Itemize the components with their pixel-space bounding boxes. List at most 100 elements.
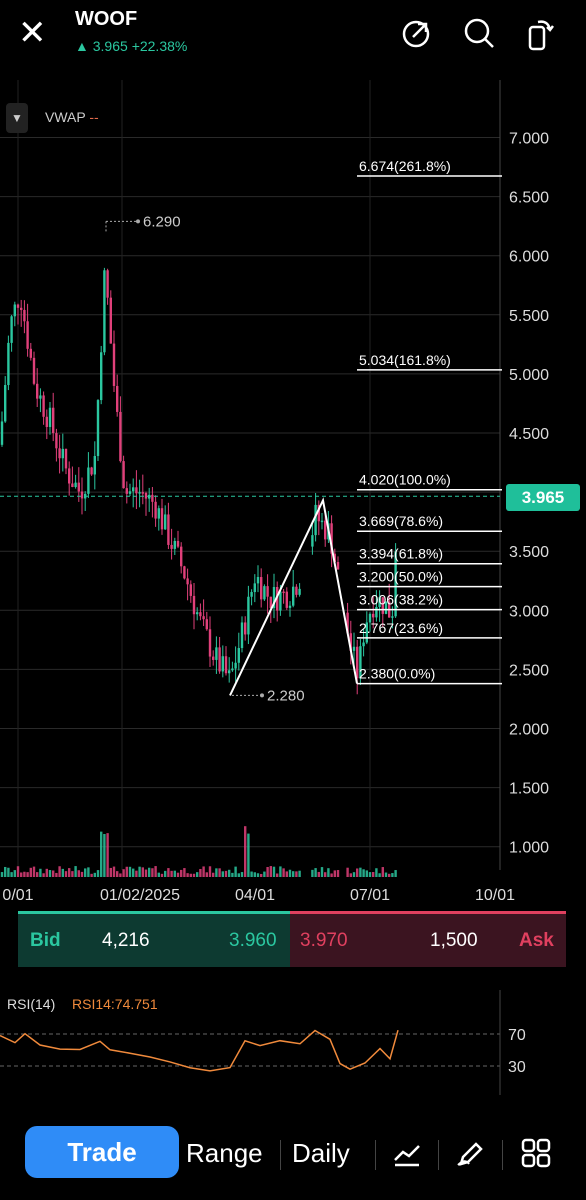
candle-body	[320, 520, 324, 523]
candle-body	[250, 592, 253, 597]
ask-panel[interactable]: 3.970 1,500 Ask	[290, 911, 566, 967]
volume-bar	[202, 866, 205, 877]
candle-body	[32, 357, 36, 384]
candle-body	[276, 587, 279, 611]
price-tick: 2.000	[509, 722, 549, 739]
trade-button[interactable]: Trade	[25, 1126, 179, 1178]
share-icon[interactable]	[396, 14, 436, 54]
volume-bar	[224, 870, 228, 877]
volume-bar	[90, 873, 93, 877]
indicator-dropdown[interactable]: ▼	[6, 103, 28, 133]
volume-bar	[375, 868, 378, 877]
volume-bar	[352, 872, 356, 877]
daily-button[interactable]: Daily	[292, 1138, 350, 1168]
volume-bar	[192, 873, 196, 877]
time-tick: 01/02/2025	[100, 887, 180, 904]
candle-body	[272, 587, 276, 609]
volume-bar	[240, 872, 244, 877]
volume-bar	[144, 869, 148, 877]
volume-bar	[221, 871, 224, 877]
volume-bar	[362, 869, 365, 877]
pen-icon[interactable]	[455, 1138, 485, 1168]
volume-bar	[317, 871, 320, 877]
volume-bar	[244, 826, 247, 877]
volume-bar	[212, 872, 215, 877]
candle-body	[112, 343, 116, 386]
candle-body	[52, 407, 55, 434]
grid-icon[interactable]	[520, 1137, 552, 1169]
candle-body	[48, 407, 52, 427]
volume-bar	[356, 868, 359, 877]
draw-trend-icon[interactable]	[392, 1138, 422, 1168]
volume-bar	[122, 869, 125, 877]
volume-bar	[378, 873, 381, 877]
volume-bar	[314, 868, 317, 877]
volume-bar	[13, 870, 16, 877]
header-price: 3.965	[92, 38, 128, 54]
volume-bar	[368, 872, 372, 877]
volume-bar	[10, 872, 13, 877]
close-icon[interactable]: ✕	[18, 14, 47, 52]
candle-body	[74, 482, 77, 488]
candle-body	[317, 504, 320, 522]
candle-body	[215, 647, 218, 660]
range-button[interactable]: Range	[186, 1138, 263, 1168]
candle-body	[13, 304, 16, 317]
candle-body	[263, 586, 266, 600]
volume-bar	[196, 872, 199, 877]
volume-bar	[74, 866, 77, 877]
candle-body	[36, 383, 39, 399]
volume-bar	[55, 872, 58, 877]
rsi-value: RSI14:74.751	[72, 996, 158, 1012]
search-icon[interactable]	[460, 14, 500, 54]
vwap-name: VWAP	[45, 109, 86, 125]
volume-bar	[64, 871, 68, 877]
volume-bar	[359, 867, 362, 877]
time-tick: 0/01	[2, 887, 33, 904]
candle-body	[288, 605, 292, 608]
volume-bar	[141, 867, 144, 877]
candle-body	[256, 577, 260, 584]
volume-bar	[0, 872, 4, 877]
candle-body	[208, 629, 212, 657]
candle-body	[279, 591, 282, 611]
volume-bar	[183, 868, 186, 877]
volume-bar	[330, 873, 333, 877]
rsi-chart[interactable]: 70 30	[0, 990, 586, 1100]
volume-bar	[263, 871, 266, 877]
volume-bar	[23, 871, 26, 877]
volume-bar	[93, 872, 96, 877]
separator	[375, 1140, 376, 1170]
candle-body	[365, 622, 368, 643]
candle-body	[391, 616, 394, 618]
candle-body	[173, 540, 176, 549]
volume-bar	[282, 868, 285, 877]
rsi-line	[0, 1029, 399, 1072]
volume-bar	[269, 866, 272, 877]
candle-body	[378, 597, 381, 607]
candle-body	[103, 270, 106, 353]
bid-panel[interactable]: Bid 4,216 3.960	[18, 911, 290, 967]
candle-body	[23, 309, 26, 322]
bid-ask-bar[interactable]: Bid 4,216 3.960 3.970 1,500 Ask	[18, 911, 566, 967]
volume-bar	[52, 870, 55, 877]
volume-bar	[285, 871, 288, 877]
candle-body	[356, 646, 359, 679]
price-chart[interactable]: 7.0006.5006.0005.5005.0004.5004.0003.500…	[0, 70, 586, 910]
candle-body	[20, 307, 23, 310]
candle-body	[138, 492, 141, 494]
candle-body	[237, 648, 240, 663]
candle-body	[375, 606, 378, 618]
price-tick: 1.000	[509, 840, 549, 857]
volume-bar	[276, 873, 279, 877]
candle-body	[154, 501, 157, 519]
fib-level-label: 3.200(50.0%)	[359, 569, 443, 585]
candle-body	[176, 540, 180, 547]
candle-body	[164, 514, 167, 530]
rotate-icon[interactable]	[520, 14, 560, 54]
volume-bar	[61, 868, 64, 877]
candle-body	[61, 448, 64, 459]
volume-bar	[151, 868, 154, 877]
volume-bar	[48, 870, 52, 877]
volume-bar	[125, 866, 128, 877]
